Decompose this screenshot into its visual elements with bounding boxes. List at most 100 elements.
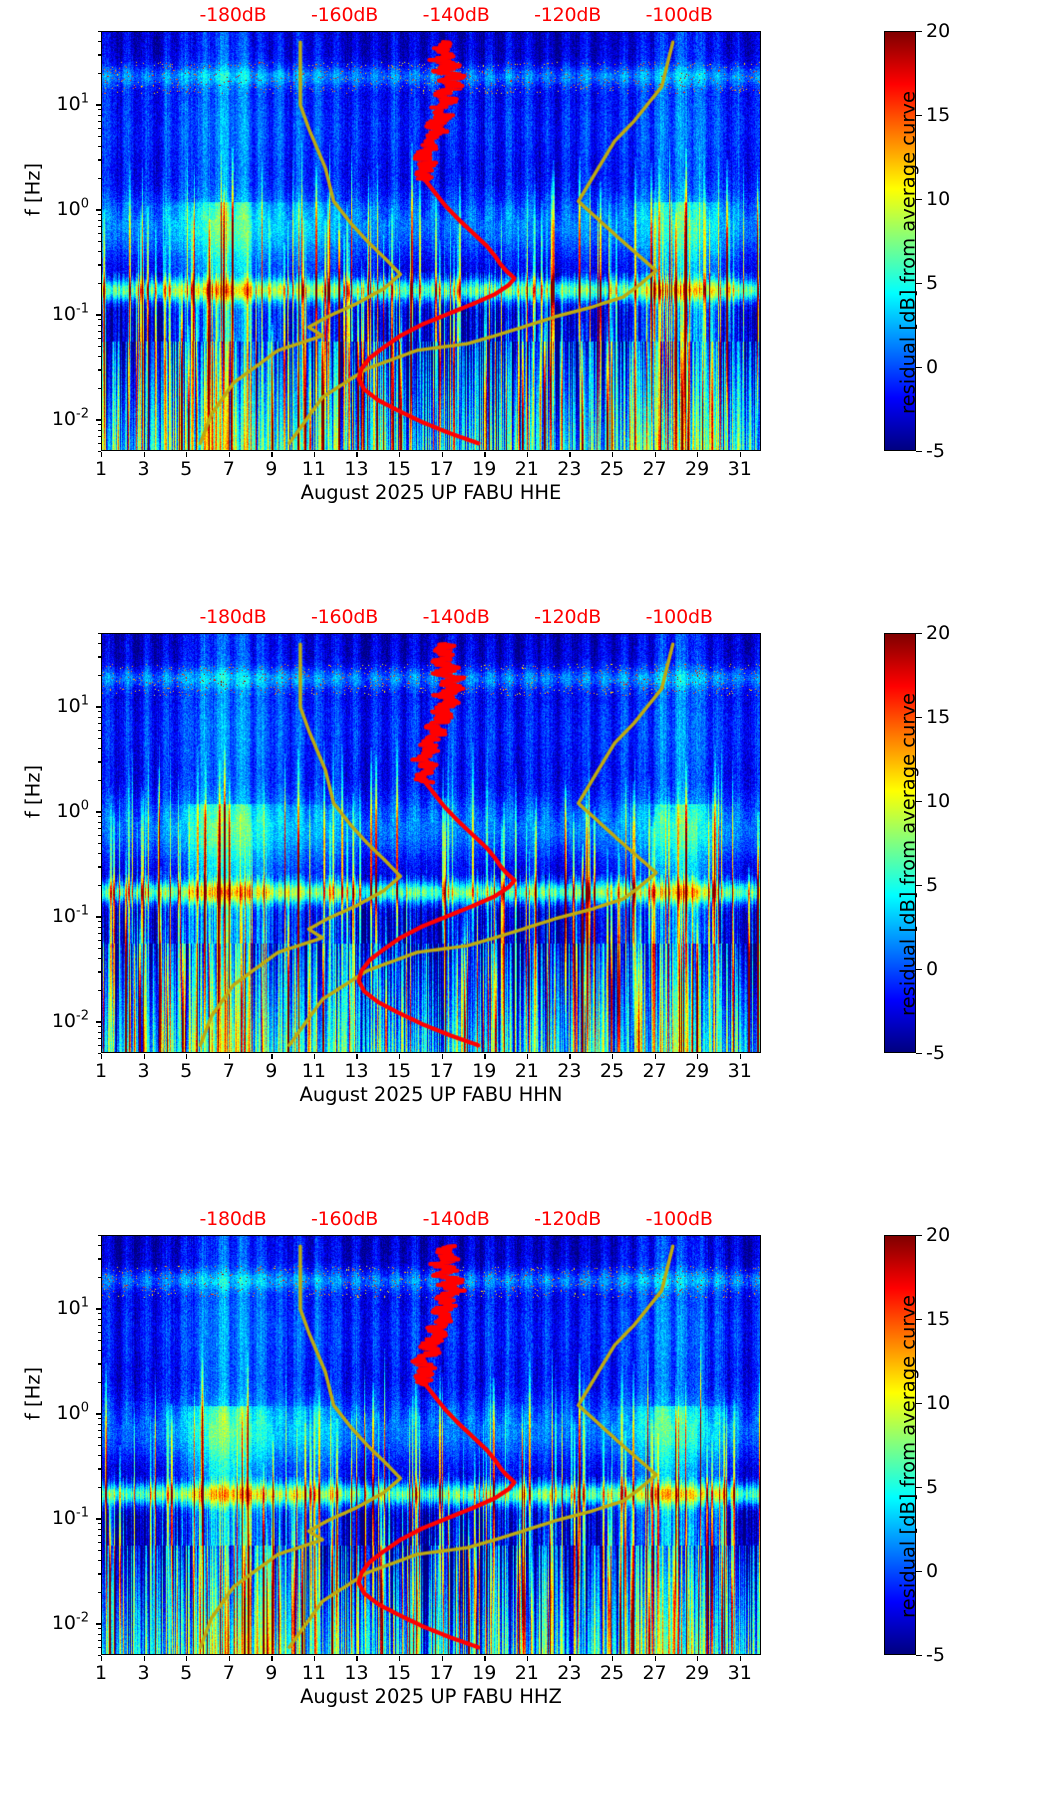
- y-minor-tick: [97, 656, 101, 658]
- y-minor-tick: [97, 424, 101, 426]
- x-tick-mark: [228, 452, 231, 457]
- y-axis: 101 100 10-1 10-2: [0, 1235, 101, 1657]
- x-tick-label: 19: [472, 1060, 497, 1082]
- y-minor-tick: [97, 442, 101, 444]
- x-tick-mark: [313, 1656, 316, 1661]
- y-minor-tick: [97, 219, 101, 221]
- x-tick-label: 29: [685, 1060, 710, 1082]
- y-minor-tick: [97, 1541, 101, 1543]
- colorbar-tick-label: 15: [926, 104, 951, 126]
- colorbar-tick-label: -5: [926, 440, 945, 462]
- db-tick-label: -180dB: [199, 1208, 267, 1230]
- y-minor-tick: [97, 932, 101, 934]
- y-minor-tick: [97, 346, 101, 348]
- x-tick-label: 7: [222, 458, 235, 480]
- x-tick-label: 17: [429, 1060, 454, 1082]
- x-tick-mark: [441, 452, 443, 457]
- db-tick-label: -180dB: [199, 606, 267, 628]
- y-axis-title: f [Hz]: [21, 1366, 45, 1421]
- y-minor-tick: [97, 109, 101, 111]
- x-tick-label: 27: [642, 458, 667, 480]
- plot-frame: [101, 1235, 761, 1655]
- y-minor-tick: [97, 114, 101, 116]
- x-tick-mark: [697, 452, 699, 457]
- y-minor-tick: [97, 1534, 101, 1536]
- colorbar-gradient: [884, 1235, 916, 1655]
- y-minor-tick: [97, 1340, 101, 1342]
- y-minor-tick: [97, 711, 101, 713]
- y-minor-tick: [97, 1037, 101, 1039]
- x-tick-label: 21: [514, 458, 539, 480]
- y-minor-tick: [97, 31, 101, 33]
- y-tick-label: 10-1: [51, 904, 89, 928]
- y-minor-tick: [97, 41, 101, 43]
- x-tick-mark: [739, 452, 741, 457]
- y-tick-label: 101: [56, 92, 89, 116]
- y-minor-tick: [97, 1628, 101, 1630]
- colorbar-tick-label: 20: [926, 20, 951, 42]
- x-tick-label: 23: [557, 1060, 582, 1082]
- y-minor-tick: [97, 1646, 101, 1648]
- x-axis-title: August 2025 UP FABU HHE: [300, 481, 562, 504]
- y-minor-tick: [97, 853, 101, 855]
- y-tick-mark: [95, 314, 101, 316]
- db-tick-label: -120dB: [534, 1208, 602, 1230]
- y-minor-tick: [97, 1258, 101, 1260]
- y-minor-tick: [97, 816, 101, 818]
- y-tick-label: 101: [56, 1296, 89, 1320]
- y-tick-mark: [95, 104, 101, 106]
- y-tick-label: 10-1: [51, 1506, 89, 1530]
- y-tick-mark: [95, 1021, 101, 1023]
- x-tick-mark: [271, 1054, 273, 1059]
- y-minor-tick: [97, 643, 101, 645]
- y-axis-title: f [Hz]: [21, 162, 45, 217]
- spectrogram-canvas: [102, 32, 760, 450]
- y-minor-tick: [97, 948, 101, 950]
- x-tick-mark: [484, 1054, 486, 1059]
- spectrogram-panel-hhz: -180dB -160dB -140dB -120dB -100dB 101 100 10-…: [0, 1204, 1052, 1806]
- y-minor-tick: [97, 1639, 101, 1641]
- db-tick-label: -120dB: [534, 606, 602, 628]
- y-minor-tick: [97, 177, 101, 180]
- y-minor-tick: [97, 337, 101, 339]
- x-tick-label: 1: [94, 1662, 108, 1684]
- y-minor-tick: [97, 1573, 101, 1575]
- y-minor-tick: [97, 1633, 101, 1635]
- y-minor-tick: [97, 214, 101, 216]
- x-tick-label: 3: [137, 458, 150, 480]
- x-tick-mark: [186, 1054, 188, 1059]
- x-tick-label: 27: [642, 1662, 667, 1684]
- y-minor-tick: [97, 939, 101, 941]
- x-tick-label: 19: [472, 458, 497, 480]
- db-tick-label: -160dB: [311, 606, 379, 628]
- y-minor-tick: [97, 1436, 101, 1438]
- y-tick-label: 10-2: [51, 407, 89, 431]
- x-tick-mark: [228, 1656, 231, 1661]
- colorbar-wrap: 20 15 10 5 0 -5: [884, 622, 950, 1064]
- db-tick-label: -140dB: [422, 1208, 490, 1230]
- y-minor-tick: [97, 1486, 101, 1489]
- colorbar-tick: [916, 969, 922, 971]
- db-tick-label: -100dB: [645, 1208, 713, 1230]
- x-tick-label: 9: [265, 1662, 278, 1684]
- colorbar-tick-label: 5: [926, 874, 939, 896]
- colorbar-tick: [916, 1053, 922, 1055]
- y-minor-tick: [97, 319, 101, 321]
- x-tick-mark: [441, 1054, 443, 1059]
- x-tick-mark: [569, 452, 571, 457]
- colorbar-tick-label: 10: [926, 1392, 951, 1414]
- colorbar-tick-label: 5: [926, 1476, 939, 1498]
- y-minor-tick: [97, 225, 101, 227]
- y-minor-tick: [97, 241, 101, 243]
- db-tick-label: -100dB: [645, 606, 713, 628]
- x-tick-mark: [399, 452, 401, 457]
- y-minor-tick: [97, 1053, 101, 1055]
- colorbar-tick-label: -5: [926, 1644, 945, 1666]
- x-tick-label: 25: [599, 1662, 625, 1684]
- colorbar-tick: [916, 115, 922, 117]
- x-tick-mark: [143, 1656, 145, 1661]
- x-tick-mark: [526, 1054, 529, 1059]
- x-tick-label: 11: [301, 1662, 326, 1684]
- y-minor-tick: [97, 1528, 101, 1530]
- x-tick-label: 1: [94, 458, 108, 480]
